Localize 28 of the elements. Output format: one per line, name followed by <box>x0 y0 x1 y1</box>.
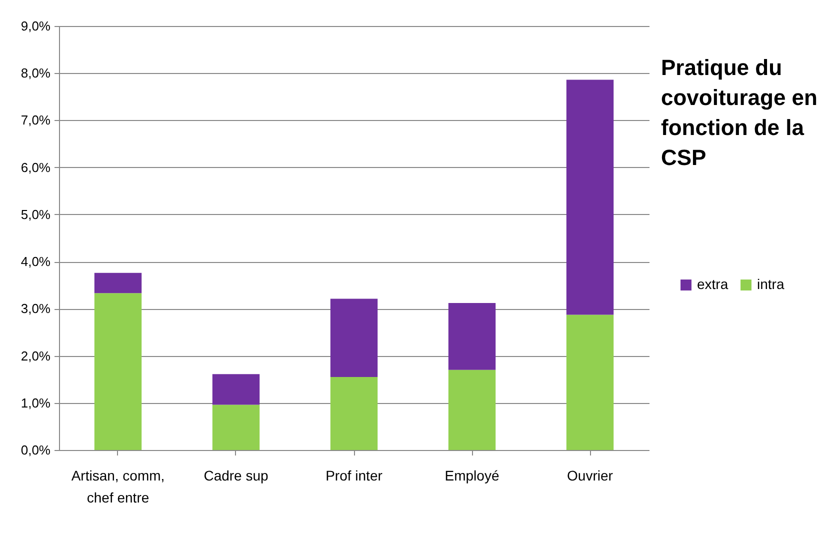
bar <box>566 80 614 315</box>
bar <box>448 303 496 370</box>
bar <box>94 272 142 294</box>
bar <box>94 293 142 450</box>
y-tick-label: 9,0% <box>20 18 51 34</box>
y-tick-label: 4,0% <box>20 254 51 270</box>
x-tick-label: Cadre sup <box>204 468 269 484</box>
x-tick-label: Artisan, comm, chef entre <box>71 468 165 506</box>
y-tick-label: 2,0% <box>20 348 51 364</box>
legend-label: intra <box>757 276 784 292</box>
legend-label: extra <box>697 276 728 292</box>
y-tick-label: 1,0% <box>20 395 51 410</box>
bar <box>448 370 496 450</box>
y-tick-label: 5,0% <box>20 206 51 222</box>
bar <box>566 314 614 450</box>
x-tick-label: Ouvrier <box>567 468 614 484</box>
y-tick-label: 7,0% <box>20 112 51 128</box>
y-tick-label: 6,0% <box>20 160 51 175</box>
y-tick-label: 3,0% <box>20 301 51 316</box>
y-tick-label: 0,0% <box>20 442 51 458</box>
bar <box>330 298 378 377</box>
bar <box>212 404 260 450</box>
x-tick-label: Employé <box>444 468 500 484</box>
bar <box>330 376 378 450</box>
text: Pratique du covoiturage en fonction de la CSP <box>661 55 818 170</box>
bar <box>212 374 260 405</box>
x-tick-label: Prof inter <box>326 468 383 484</box>
y-tick-label: 8,0% <box>20 66 51 81</box>
